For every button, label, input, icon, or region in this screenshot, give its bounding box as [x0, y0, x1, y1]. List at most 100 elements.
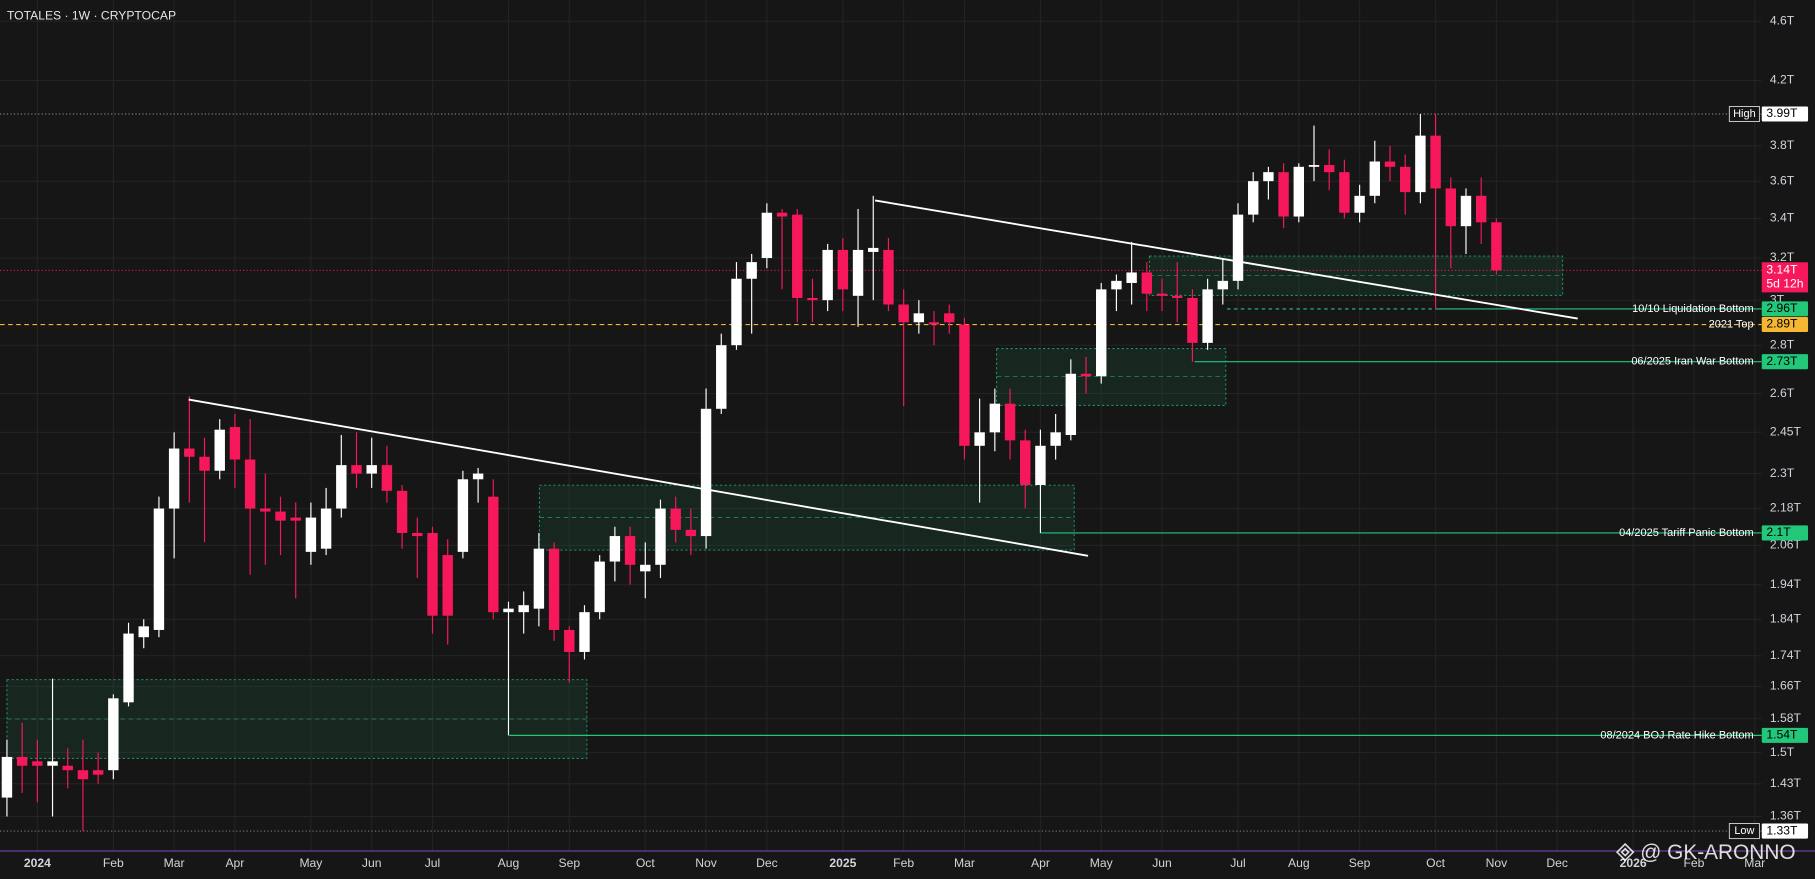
- candle-body: [442, 555, 453, 616]
- y-tick-label: 2.45T: [1770, 425, 1802, 439]
- y-tick-label: 2.06T: [1770, 538, 1802, 552]
- candle-body: [1323, 165, 1335, 173]
- level-name: 10/10 Liquidation Bottom: [1632, 303, 1754, 315]
- x-tick-label: Nov: [695, 856, 718, 870]
- candle-body: [989, 403, 1001, 433]
- candle-body: [670, 508, 681, 530]
- candle-body: [1369, 161, 1381, 196]
- candle-body: [1308, 165, 1320, 167]
- x-tick-label: Dec: [756, 856, 778, 870]
- candle-body: [290, 517, 301, 521]
- candle-body: [457, 479, 469, 552]
- y-tick-label: 1.84T: [1770, 611, 1802, 625]
- candle-body: [1475, 195, 1487, 223]
- level-value: 2.73T: [1766, 354, 1798, 368]
- candle-body: [1232, 214, 1244, 281]
- level-name: 2021 Top: [1709, 318, 1754, 330]
- zones: [6, 255, 1564, 759]
- level-name: 06/2025 Iran War Bottom: [1631, 356, 1753, 368]
- watermark-text: @ GK-ARONNO: [1640, 841, 1795, 864]
- extreme-label: High: [1733, 108, 1756, 120]
- last-price-value: 3.14T: [1766, 263, 1798, 277]
- candle-body: [898, 304, 909, 323]
- candle-body: [1430, 135, 1441, 189]
- x-tick-label: Apr: [1031, 856, 1050, 870]
- x-tick-label: Oct: [1426, 856, 1446, 870]
- y-tick-label: 3.8T: [1770, 138, 1795, 152]
- candles: [1, 114, 1502, 832]
- candle-body: [776, 212, 788, 217]
- x-tick-label: Aug: [1288, 856, 1310, 870]
- x-tick-label: Jul: [425, 856, 441, 870]
- last-price-bg: [1761, 262, 1809, 293]
- candle-body: [1247, 181, 1259, 215]
- candle-body: [624, 536, 636, 565]
- candle-body: [959, 324, 970, 446]
- candle-body: [320, 508, 332, 549]
- trendline: [188, 398, 1089, 557]
- x-tick-label: Oct: [636, 856, 656, 870]
- candle-body: [260, 508, 271, 512]
- x-tick-label: Nov: [1486, 856, 1509, 870]
- grid: [0, 0, 1762, 852]
- level-value: 2.89T: [1766, 317, 1798, 331]
- candle-body: [381, 465, 393, 491]
- y-tick-label: 1.5T: [1770, 745, 1795, 759]
- candle-body: [822, 249, 833, 301]
- x-tick-label: Mar: [954, 856, 975, 870]
- candle-body: [792, 214, 803, 298]
- candle-body: [533, 548, 545, 609]
- candle-body: [138, 626, 149, 638]
- trendline: [874, 199, 1578, 320]
- candle-body: [77, 770, 89, 780]
- extreme-label: Low: [1734, 825, 1754, 837]
- level-name: 04/2025 Tariff Panic Bottom: [1619, 527, 1754, 539]
- x-tick-label: Mar: [164, 856, 185, 870]
- extreme-value: 3.99T: [1766, 106, 1798, 120]
- y-tick-label: 2.3T: [1770, 466, 1795, 480]
- candle-body: [655, 508, 666, 565]
- candle-body: [1187, 297, 1198, 343]
- candle-body: [427, 532, 438, 616]
- candle-body: [761, 212, 773, 259]
- candle-body: [1460, 195, 1472, 227]
- candle-body: [1080, 373, 1092, 377]
- candle-body: [1491, 222, 1502, 271]
- candle-body: [1065, 373, 1077, 436]
- level-value-bg: [1761, 525, 1809, 541]
- candle-body: [1217, 280, 1229, 290]
- candle-body: [1035, 445, 1046, 486]
- candle-body: [579, 612, 590, 652]
- candle-body: [700, 408, 712, 537]
- chart-title: TOTALES · 1W · CRYPTOCAP: [7, 9, 176, 23]
- candle-body: [837, 249, 849, 290]
- x-tick-label: Mar: [1744, 856, 1765, 870]
- extreme-value-bg: [1761, 106, 1809, 122]
- candle-body: [153, 508, 165, 630]
- candle-body: [1, 756, 13, 798]
- y-tick-label: 2.8T: [1770, 337, 1795, 351]
- axis-labels: 1.36T 1.43T 1.5T 1.58T 1.66T 1.74T 1.84T 1.94T 2…: [24, 13, 1802, 870]
- candle-body: [852, 249, 864, 296]
- extreme-value: 1.33T: [1766, 823, 1798, 837]
- y-tick-label: 4.6T: [1770, 13, 1795, 27]
- candle-body: [1445, 188, 1456, 227]
- x-tick-label: Sep: [558, 856, 580, 870]
- last-price-countdown: 5d 12h: [1766, 276, 1803, 290]
- candle-body: [1096, 289, 1107, 377]
- candle-body: [1172, 295, 1183, 298]
- x-tick-label: Jun: [362, 856, 382, 870]
- candle-body: [275, 511, 286, 521]
- candle-body: [868, 247, 879, 252]
- candle-body: [1278, 172, 1289, 217]
- candle-body: [47, 761, 58, 766]
- extreme-label-bg: [1728, 823, 1760, 840]
- x-tick-label: Jul: [1230, 856, 1246, 870]
- y-tick-label: 3.2T: [1770, 250, 1795, 264]
- level-name: 08/2024 BOJ Rate Hike Bottom: [1600, 729, 1753, 741]
- watermark-logo: [1615, 842, 1635, 862]
- candle-body: [1263, 172, 1274, 182]
- y-tick-label: 4.2T: [1770, 73, 1795, 87]
- candle-body: [184, 448, 195, 457]
